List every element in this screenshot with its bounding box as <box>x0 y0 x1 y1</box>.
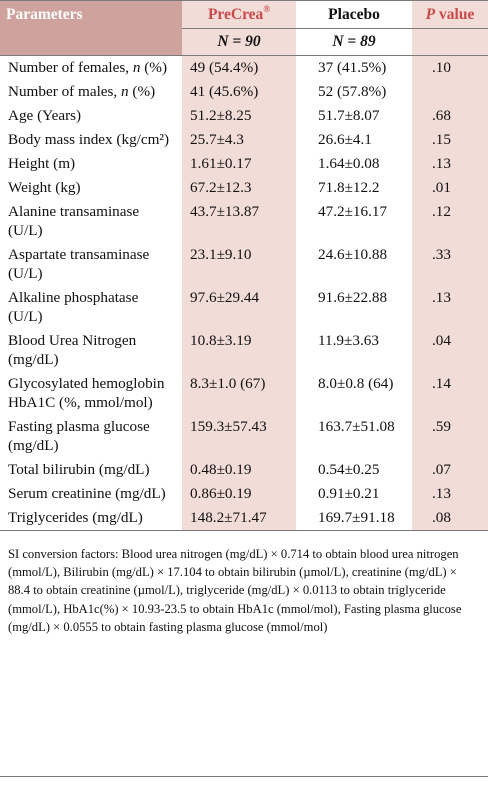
p-value-cell: .15 <box>412 128 488 152</box>
p-value-cell: .13 <box>412 286 488 329</box>
p-value-cell: .10 <box>412 55 488 80</box>
placebo-cell: 71.8±12.2 <box>318 179 380 196</box>
parameter-cell: Alkaline phosphatase (U/L) <box>8 289 139 325</box>
precrea-cell: 0.48±0.19 <box>182 458 296 482</box>
table-row: Blood Urea Nitrogen (mg/dL) 10.8±3.19 11.9… <box>0 329 488 372</box>
p-value-cell: .12 <box>412 200 488 243</box>
precrea-cell: 49 (54.4%) <box>182 55 296 80</box>
precrea-cell: 67.2±12.3 <box>182 176 296 200</box>
placebo-cell: 0.91±0.21 <box>318 485 380 502</box>
precrea-n: N = 90 <box>182 28 296 56</box>
placebo-cell: 163.7±51.08 <box>318 418 395 435</box>
p-value-cell: .04 <box>412 329 488 372</box>
p-value-cell: .01 <box>412 176 488 200</box>
parameter-cell: Alanine transaminase (U/L) <box>8 203 140 239</box>
parameter-cell: Blood Urea Nitrogen (mg/dL) <box>8 332 137 368</box>
placebo-cell: 47.2±16.17 <box>318 203 388 220</box>
parameter-cell: Serum creatinine (mg/dL) <box>8 485 166 502</box>
p-value-cell: .07 <box>412 458 488 482</box>
parameter-cell: Body mass index (kg/cm²) <box>8 131 170 148</box>
table-row: Height (m) 1.61±0.17 1.64±0.08 .13 <box>0 152 488 176</box>
p-value-cell: .13 <box>412 482 488 506</box>
placebo-cell: 169.7±91.18 <box>296 506 412 531</box>
header-row: Parameters PreCrea® Placebo P value <box>0 0 488 29</box>
table-row: Total bilirubin (mg/dL) 0.48±0.19 0.54±0.2… <box>0 458 488 482</box>
bottom-rule <box>0 776 488 777</box>
placebo-cell: 1.64±0.08 <box>318 155 380 172</box>
sample-size-row: N = 90 N = 89 <box>0 28 488 56</box>
table-row: Glycosylated hemoglobin HbA1C (%, mmol/m… <box>0 372 488 415</box>
si-conversion-footnote: SI conversion factors: Blood urea nitrog… <box>8 547 462 634</box>
table-row: Number of males, n (%) 41 (45.6%) 52 (57.8… <box>0 80 488 104</box>
p-value-header: P value <box>412 0 488 29</box>
placebo-cell: 8.0±0.8 (64) <box>318 375 394 392</box>
precrea-cell: 10.8±3.19 <box>182 329 296 372</box>
p-value-cell: .13 <box>412 152 488 176</box>
parameter-cell: Triglycerides (mg/dL) <box>0 506 182 531</box>
table-row: Alanine transaminase (U/L) 43.7±13.87 47.2… <box>0 200 488 243</box>
parameter-cell: Height (m) <box>8 155 76 172</box>
parameter-cell: Weight (kg) <box>8 179 81 196</box>
p-value-cell: .08 <box>412 506 488 531</box>
parameter-cell: Number of females, n (%) <box>8 59 168 76</box>
table-row: Triglycerides (mg/dL) 148.2±71.47 169.7±91… <box>0 506 488 531</box>
precrea-cell: 51.2±8.25 <box>182 104 296 128</box>
precrea-cell: 43.7±13.87 <box>182 200 296 243</box>
table-row: Weight (kg) 67.2±12.3 71.8±12.2 .01 <box>0 176 488 200</box>
sample-size-blank <box>0 28 182 56</box>
placebo-cell: 11.9±3.63 <box>318 332 379 349</box>
placebo-cell: 51.7±8.07 <box>318 107 380 124</box>
parameter-cell: Aspartate transaminase (U/L) <box>8 246 150 282</box>
parameter-cell: Fasting plasma glucose (mg/dL) <box>8 418 150 454</box>
precrea-cell: 0.86±0.19 <box>182 482 296 506</box>
precrea-cell: 25.7±4.3 <box>182 128 296 152</box>
precrea-cell: 8.3±1.0 (67) <box>182 372 296 415</box>
precrea-header: PreCrea® <box>182 0 296 29</box>
p-value-cell: .68 <box>412 104 488 128</box>
parameter-cell: Age (Years) <box>8 107 82 124</box>
p-value-cell: .14 <box>412 372 488 415</box>
placebo-header: Placebo <box>296 0 412 29</box>
table-row: Serum creatinine (mg/dL) 0.86±0.19 0.91±0.… <box>0 482 488 506</box>
p-value-n-blank <box>412 28 488 56</box>
p-value-cell: .33 <box>412 243 488 286</box>
parameter-cell: Glycosylated hemoglobin HbA1C (%, mmol/m… <box>8 375 165 411</box>
precrea-cell: 41 (45.6%) <box>182 80 296 104</box>
precrea-cell: 23.1±9.10 <box>182 243 296 286</box>
p-value-cell: .59 <box>412 415 488 458</box>
table-row: Aspartate transaminase (U/L) 23.1±9.10 24.… <box>0 243 488 286</box>
placebo-cell: 52 (57.8%) <box>318 83 387 100</box>
precrea-cell: 97.6±29.44 <box>182 286 296 329</box>
parameter-cell: Number of males, n (%) <box>8 83 156 100</box>
precrea-cell: 148.2±71.47 <box>182 506 296 531</box>
baseline-characteristics-table: Parameters PreCrea® Placebo P value N = … <box>0 0 488 531</box>
placebo-cell: 0.54±0.25 <box>318 461 380 478</box>
placebo-cell: 26.6±4.1 <box>318 131 372 148</box>
parameter-cell: Total bilirubin (mg/dL) <box>8 461 150 478</box>
p-value-cell <box>412 80 488 104</box>
table-row: Alkaline phosphatase (U/L) 97.6±29.44 91.6… <box>0 286 488 329</box>
precrea-cell: 1.61±0.17 <box>182 152 296 176</box>
precrea-cell: 159.3±57.43 <box>182 415 296 458</box>
table-row: Fasting plasma glucose (mg/dL) 159.3±57.4… <box>0 415 488 458</box>
placebo-cell: 91.6±22.88 <box>318 289 388 306</box>
placebo-n: N = 89 <box>296 28 412 56</box>
table-body: Number of females, n (%) 49 (54.4%) 37 (41… <box>0 55 488 531</box>
placebo-cell: 24.6±10.88 <box>318 246 388 263</box>
parameters-header: Parameters <box>0 0 182 29</box>
table-row: Number of females, n (%) 49 (54.4%) 37 (41… <box>0 55 488 80</box>
placebo-cell: 37 (41.5%) <box>318 59 387 76</box>
table-row: Body mass index (kg/cm²) 25.7±4.3 26.6±4.1… <box>0 128 488 152</box>
table-row: Age (Years) 51.2±8.25 51.7±8.07 .68 <box>0 104 488 128</box>
